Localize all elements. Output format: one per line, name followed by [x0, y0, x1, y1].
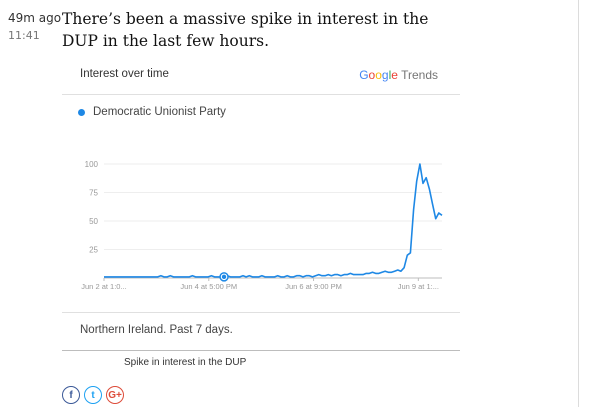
x-tick-label: Jun 4 at 5:00 PM: [180, 282, 237, 291]
share-buttons: f t G+: [62, 386, 124, 404]
y-tick-label: 25: [89, 246, 98, 255]
twitter-share-icon[interactable]: t: [84, 386, 102, 404]
google-trends-logo[interactable]: Google Trends: [359, 68, 438, 82]
caption-rule: [62, 350, 460, 351]
x-tick-label: Jun 6 at 9:00 PM: [285, 282, 342, 291]
headline: There’s been a massive spike in interest…: [62, 10, 429, 50]
google-plus-share-icon[interactable]: G+: [106, 386, 124, 404]
y-tick-label: 50: [89, 217, 98, 226]
y-tick-label: 75: [89, 189, 98, 198]
x-tick-label: Jun 2 at 1:0...: [81, 282, 126, 291]
hover-marker-dot: [221, 274, 227, 280]
card-divider-bottom: [62, 312, 460, 313]
right-column-rule: [578, 0, 579, 407]
card-title: Interest over time: [80, 68, 169, 80]
relative-time: 49m ago: [8, 11, 62, 25]
region-period-label: Northern Ireland. Past 7 days.: [80, 324, 233, 336]
legend-label: Democratic Unionist Party: [93, 106, 226, 118]
facebook-share-icon[interactable]: f: [62, 386, 80, 404]
trends-embed-card: Interest over time Google Trends Democra…: [62, 48, 460, 350]
card-divider-top: [62, 94, 460, 95]
x-tick-label: Jun 9 at 1:...: [398, 282, 439, 291]
y-tick-label: 100: [85, 160, 99, 169]
chart-legend: Democratic Unionist Party: [78, 106, 226, 118]
embed-caption: Spike in interest in the DUP: [124, 357, 247, 368]
legend-dot-icon: [78, 108, 85, 116]
interest-line-chart[interactable]: 25 50 75 100 Jun 2 at 1:0... Jun 4 at 5:00 PM…: [62, 148, 460, 298]
clock-time: 11:41: [8, 29, 40, 42]
series-line: [104, 163, 443, 278]
